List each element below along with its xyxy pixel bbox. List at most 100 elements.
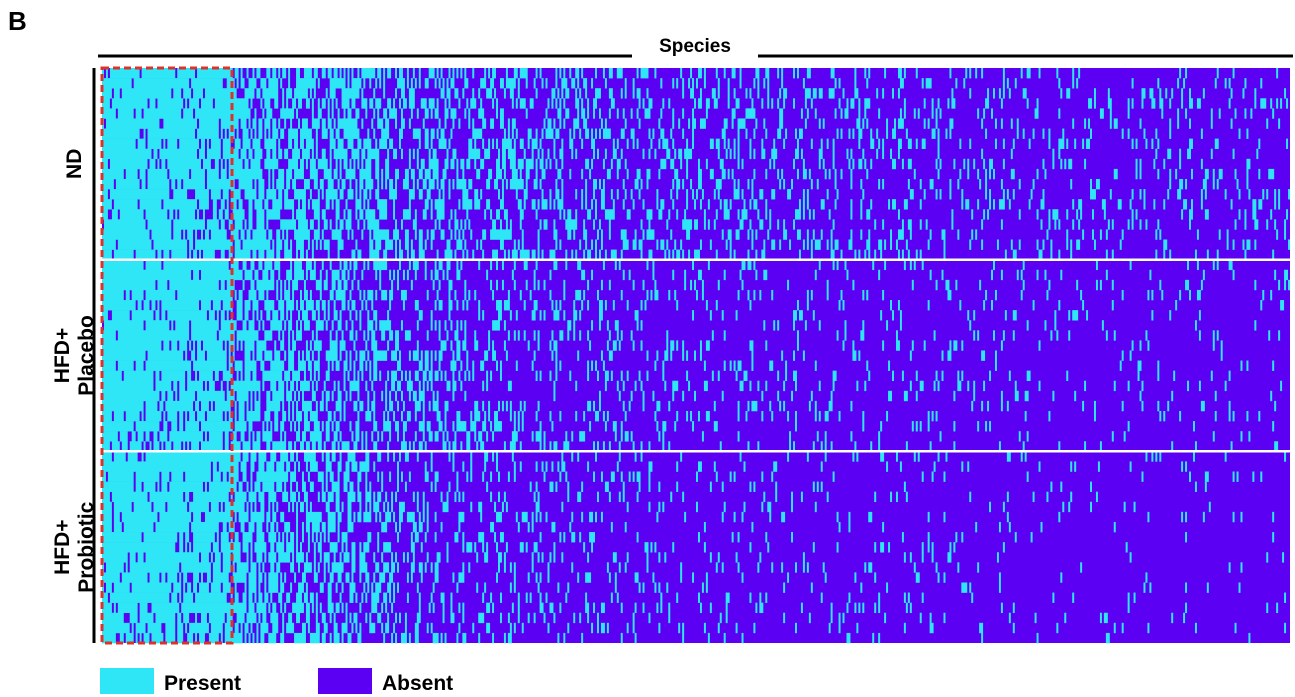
- heatmap-present-cell: [557, 461, 560, 472]
- heatmap-present-cell: [804, 118, 807, 129]
- heatmap-present-cell: [793, 158, 795, 170]
- heatmap-present-cell: [121, 441, 128, 452]
- heatmap-present-cell: [1042, 189, 1045, 200]
- heatmap-present-cell: [1010, 239, 1013, 250]
- heatmap-present-cell: [244, 360, 257, 371]
- heatmap-present-cell: [258, 612, 261, 624]
- heatmap-present-cell: [296, 552, 304, 563]
- heatmap-present-cell: [345, 168, 356, 180]
- heatmap-present-cell: [553, 612, 556, 624]
- heatmap-present-cell: [331, 269, 340, 281]
- heatmap-present-cell: [878, 269, 881, 281]
- heatmap-present-cell: [288, 320, 293, 331]
- heatmap-present-cell: [464, 108, 467, 119]
- heatmap-present-cell: [933, 461, 936, 472]
- heatmap-present-cell: [141, 68, 176, 79]
- heatmap-present-cell: [248, 431, 251, 442]
- heatmap-present-cell: [220, 310, 225, 321]
- heatmap-present-cell: [179, 542, 184, 553]
- heatmap-present-cell: [1054, 310, 1057, 321]
- heatmap-present-cell: [305, 350, 310, 361]
- heatmap-present-cell: [699, 239, 702, 250]
- heatmap-present-cell: [232, 562, 235, 573]
- heatmap-present-cell: [298, 219, 308, 230]
- heatmap-present-cell: [476, 582, 479, 593]
- heatmap-present-cell: [345, 219, 352, 230]
- heatmap-present-cell: [1250, 108, 1253, 119]
- heatmap-present-cell: [486, 431, 489, 442]
- heatmap-present-cell: [317, 189, 320, 200]
- heatmap-present-cell: [341, 542, 344, 553]
- heatmap-present-cell: [434, 511, 437, 523]
- heatmap-present-cell: [393, 511, 396, 523]
- heatmap-present-cell: [195, 239, 233, 250]
- heatmap-present-cell: [367, 219, 380, 230]
- heatmap-present-cell: [648, 219, 651, 230]
- heatmap-present-cell: [139, 602, 148, 614]
- heatmap-present-cell: [989, 168, 992, 180]
- heatmap-present-cell: [399, 521, 401, 533]
- heatmap-present-cell: [795, 562, 797, 573]
- heatmap-present-cell: [258, 289, 265, 301]
- heatmap-present-cell: [973, 390, 976, 402]
- heatmap-present-cell: [941, 350, 944, 361]
- heatmap-present-cell: [268, 602, 271, 614]
- heatmap-present-cell: [224, 632, 243, 644]
- heatmap-present-cell: [737, 148, 740, 160]
- heatmap-present-cell: [383, 501, 386, 513]
- heatmap-present-cell: [953, 340, 958, 351]
- heatmap-present-cell: [105, 562, 124, 573]
- heatmap-present-cell: [201, 421, 233, 432]
- heatmap-present-cell: [323, 219, 328, 230]
- heatmap-present-cell: [317, 310, 320, 321]
- heatmap-present-cell: [1268, 168, 1275, 180]
- heatmap-present-cell: [604, 209, 615, 220]
- heatmap-present-cell: [367, 289, 374, 301]
- heatmap-present-cell: [1204, 168, 1209, 180]
- heatmap-present-cell: [547, 562, 550, 573]
- heatmap-present-cell: [422, 370, 427, 382]
- heatmap-present-cell: [545, 108, 548, 119]
- heatmap-present-cell: [202, 340, 223, 351]
- heatmap-present-cell: [307, 622, 310, 634]
- heatmap-present-cell: [367, 199, 370, 210]
- heatmap-present-cell: [145, 360, 192, 371]
- heatmap-present-cell: [1254, 98, 1257, 109]
- heatmap-present-cell: [250, 158, 261, 170]
- heatmap-present-cell: [1284, 269, 1289, 281]
- heatmap-present-cell: [697, 178, 702, 190]
- heatmap-present-cell: [509, 310, 512, 321]
- heatmap-present-cell: [159, 511, 192, 523]
- heatmap-present-cell: [919, 219, 922, 230]
- heatmap-present-cell: [705, 300, 708, 311]
- heatmap-present-cell: [395, 612, 398, 624]
- heatmap-present-cell: [694, 249, 700, 260]
- heatmap-present-cell: [422, 118, 425, 129]
- heatmap-present-cell: [638, 98, 641, 109]
- heatmap-present-cell: [595, 451, 597, 462]
- heatmap-present-cell: [102, 572, 120, 583]
- heatmap-present-cell: [339, 410, 342, 422]
- heatmap-present-cell: [993, 330, 995, 341]
- heatmap-present-cell: [741, 189, 744, 200]
- heatmap-present-cell: [373, 410, 376, 422]
- heatmap-present-cell: [424, 360, 429, 371]
- heatmap-present-cell: [793, 441, 795, 452]
- heatmap-present-cell: [385, 158, 390, 170]
- heatmap-present-cell: [204, 229, 209, 240]
- heatmap-present-cell: [313, 88, 316, 99]
- heatmap-present-cell: [862, 421, 865, 432]
- heatmap-present-cell: [1151, 451, 1154, 462]
- heatmap-present-cell: [129, 552, 136, 563]
- heatmap-present-cell: [341, 98, 350, 109]
- heatmap-present-cell: [563, 98, 566, 109]
- heatmap-present-cell: [102, 189, 108, 200]
- heatmap-present-cell: [899, 310, 902, 321]
- heatmap-present-cell: [313, 209, 320, 220]
- heatmap-present-cell: [349, 310, 352, 321]
- heatmap-present-cell: [1000, 602, 1003, 614]
- heatmap-present-cell: [133, 501, 152, 513]
- heatmap-present-cell: [509, 178, 524, 190]
- heatmap-present-cell: [161, 572, 166, 583]
- heatmap-present-cell: [945, 279, 950, 291]
